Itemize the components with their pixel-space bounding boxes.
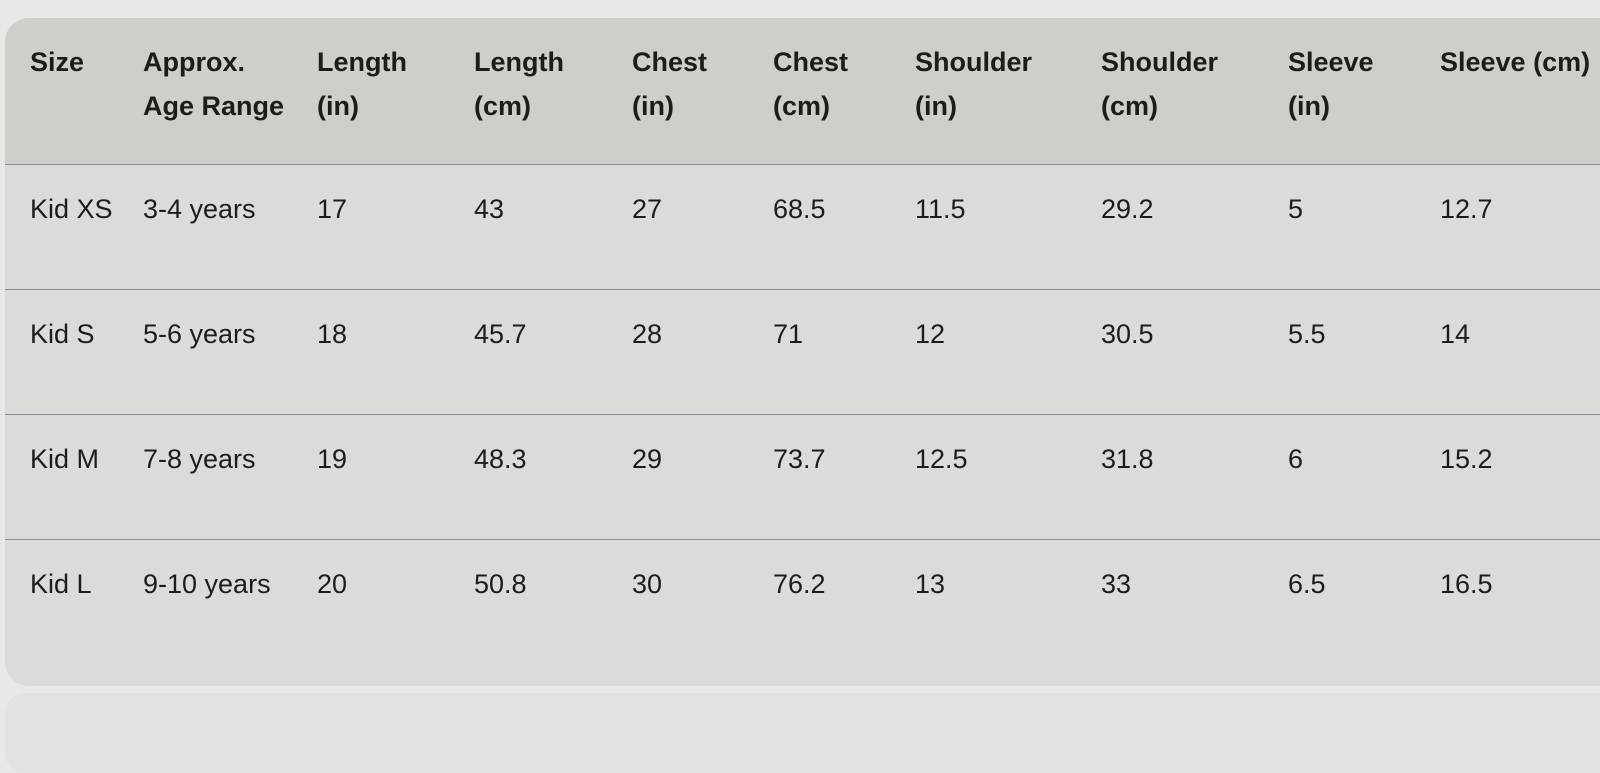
- table-header-row: Size Approx. Age Range Length (in) Length (…: [5, 18, 1600, 164]
- table-cell: 45.7: [449, 288, 607, 414]
- column-header: Approx. Age Range: [118, 18, 292, 164]
- table-cell: 29: [607, 413, 748, 539]
- table-cell: 20: [292, 538, 449, 664]
- table-row: Kid L 9-10 years 20 50.8 30 76.2 13 33 6.5 16.5: [5, 538, 1600, 664]
- table-cell: 3-4 years: [118, 163, 292, 289]
- table-cell: 12.7: [1415, 163, 1600, 289]
- table-cell: 12: [890, 288, 1076, 414]
- table-cell: 11.5: [890, 163, 1076, 289]
- column-header: Sleeve (cm): [1415, 18, 1600, 164]
- table-cell: 73.7: [748, 413, 890, 539]
- table-cell: 29.2: [1076, 163, 1263, 289]
- table-cell: 17: [292, 163, 449, 289]
- table-cell: Kid XS: [5, 163, 118, 289]
- column-header: Chest (in): [607, 18, 748, 164]
- table-cell: 31.8: [1076, 413, 1263, 539]
- table-cell: 5: [1263, 163, 1415, 289]
- table-cell: 7-8 years: [118, 413, 292, 539]
- column-header: Length (cm): [449, 18, 607, 164]
- table-cell: 13: [890, 538, 1076, 664]
- table-cell: 14: [1415, 288, 1600, 414]
- column-header: Chest (cm): [748, 18, 890, 164]
- table-row: Kid M 7-8 years 19 48.3 29 73.7 12.5 31.8 6 15.2: [5, 413, 1600, 539]
- table-cell: 76.2: [748, 538, 890, 664]
- table-cell: 15.2: [1415, 413, 1600, 539]
- table-cell: 71: [748, 288, 890, 414]
- table-cell: 5-6 years: [118, 288, 292, 414]
- column-header: Size: [5, 18, 118, 164]
- table-cell: 6.5: [1263, 538, 1415, 664]
- table-cell: 50.8: [449, 538, 607, 664]
- size-chart-table: Size Approx. Age Range Length (in) Length (…: [5, 18, 1600, 664]
- table-cell: 18: [292, 288, 449, 414]
- table-cell: 12.5: [890, 413, 1076, 539]
- table-cell: Kid M: [5, 413, 118, 539]
- next-content-panel: [5, 693, 1600, 773]
- table-row: Kid XS 3-4 years 17 43 27 68.5 11.5 29.2 5 12.7: [5, 163, 1600, 289]
- table-cell: 16.5: [1415, 538, 1600, 664]
- table-cell: 33: [1076, 538, 1263, 664]
- table-cell: 68.5: [748, 163, 890, 289]
- column-header: Length (in): [292, 18, 449, 164]
- table-row: Kid S 5-6 years 18 45.7 28 71 12 30.5 5.5 14: [5, 288, 1600, 414]
- table-cell: 30.5: [1076, 288, 1263, 414]
- column-header: Shoulder (in): [890, 18, 1076, 164]
- table-cell: 6: [1263, 413, 1415, 539]
- table-cell: 30: [607, 538, 748, 664]
- column-header: Shoulder (cm): [1076, 18, 1263, 164]
- table-cell: 43: [449, 163, 607, 289]
- table-cell: Kid S: [5, 288, 118, 414]
- table-cell: 27: [607, 163, 748, 289]
- table-cell: 9-10 years: [118, 538, 292, 664]
- table-cell: 5.5: [1263, 288, 1415, 414]
- table-cell: Kid L: [5, 538, 118, 664]
- table-cell: 48.3: [449, 413, 607, 539]
- column-header: Sleeve (in): [1263, 18, 1415, 164]
- size-chart-panel: Size Approx. Age Range Length (in) Length (…: [5, 18, 1600, 686]
- table-cell: 19: [292, 413, 449, 539]
- table-cell: 28: [607, 288, 748, 414]
